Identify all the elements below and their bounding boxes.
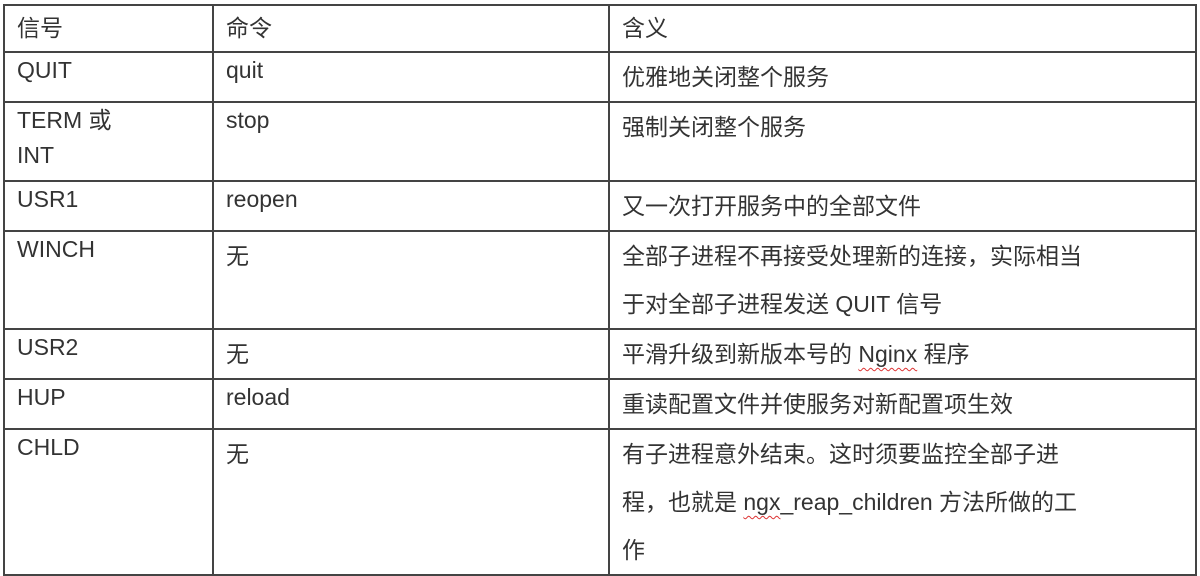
meaning-cell: 重读配置文件并使服务对新配置项生效 <box>608 378 1197 430</box>
command-cell: quit <box>212 51 610 103</box>
table-row: TERM 或 INT stop 强制关闭整个服务 <box>3 101 1197 182</box>
signal-cell: USR1 <box>3 180 214 232</box>
signal-cell: TERM 或 INT <box>3 101 214 182</box>
table-row: USR1 reopen 又一次打开服务中的全部文件 <box>3 180 1197 232</box>
table-row: HUP reload 重读配置文件并使服务对新配置项生效 <box>3 378 1197 430</box>
command-cell: reload <box>212 378 610 430</box>
signal-cell: QUIT <box>3 51 214 103</box>
signal-table: 信号 命令 含义 QUIT quit 优雅地关闭整个服务 TERM 或 INT … <box>3 4 1197 576</box>
meaning-cell: 强制关闭整个服务 <box>608 101 1197 182</box>
command-cell: reopen <box>212 180 610 232</box>
header-signal: 信号 <box>3 4 214 53</box>
meaning-text: 有子进程意外结束。这时须要监控全部子进程，也就是 <box>622 441 1059 515</box>
command-cell: 无 <box>212 428 610 576</box>
header-meaning: 含义 <box>608 4 1197 53</box>
meaning-text: 程序 <box>917 341 970 367</box>
signal-cell: HUP <box>3 378 214 430</box>
signal-cell: USR2 <box>3 328 214 380</box>
command-cell: stop <box>212 101 610 182</box>
command-cell: 无 <box>212 328 610 380</box>
spellcheck-word: Nginx <box>858 341 918 367</box>
signal-cell: WINCH <box>3 230 214 330</box>
header-command: 命令 <box>212 4 610 53</box>
meaning-cell: 全部子进程不再接受处理新的连接，实际相当于对全部子进程发送 QUIT 信号 <box>608 230 1197 330</box>
table-header-row: 信号 命令 含义 <box>3 4 1197 53</box>
meaning-cell: 优雅地关闭整个服务 <box>608 51 1197 103</box>
command-cell: 无 <box>212 230 610 330</box>
table-row: USR2 无 平滑升级到新版本号的 Nginx 程序 <box>3 328 1197 380</box>
meaning-cell: 平滑升级到新版本号的 Nginx 程序 <box>608 328 1197 380</box>
meaning-text: 平滑升级到新版本号的 <box>622 341 859 367</box>
table-row: CHLD 无 有子进程意外结束。这时须要监控全部子进程，也就是 ngx_reap… <box>3 428 1197 576</box>
meaning-cell: 有子进程意外结束。这时须要监控全部子进程，也就是 ngx_reap_childr… <box>608 428 1197 576</box>
table-row: QUIT quit 优雅地关闭整个服务 <box>3 51 1197 103</box>
table-row: WINCH 无 全部子进程不再接受处理新的连接，实际相当于对全部子进程发送 QU… <box>3 230 1197 330</box>
meaning-cell: 又一次打开服务中的全部文件 <box>608 180 1197 232</box>
signal-cell: CHLD <box>3 428 214 576</box>
spellcheck-word: ngx <box>743 489 781 515</box>
